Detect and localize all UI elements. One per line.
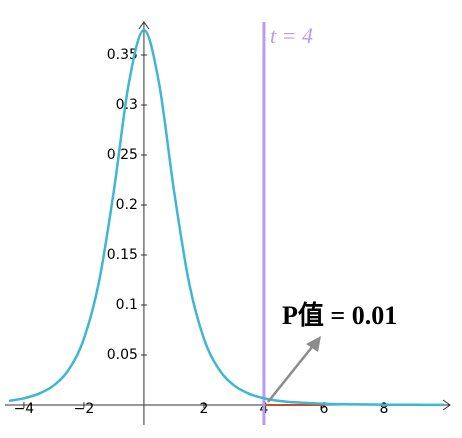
x-axis-arrow [442,399,451,411]
x-tick-label: 6 [320,401,329,417]
annotation-arrow [266,341,317,403]
x-tick-label: 2 [199,401,208,417]
y-tick-label: 0.2 [116,197,138,213]
y-tick-label: 0.35 [107,47,138,63]
y-tick-label: 0.3 [116,97,138,113]
y-tick-label: 0.1 [116,297,138,313]
y-tick-label: 0.25 [107,147,138,163]
y-axis-arrow [138,21,150,30]
y-tick-label: 0.05 [107,347,138,363]
x-tick-label: −4 [14,401,35,417]
x-tick-label: 8 [380,401,389,417]
p-value-label: P值 = 0.01 [282,301,397,330]
y-tick-label: 0.15 [107,247,138,263]
annotation-arrowhead [306,336,321,352]
x-tick-label: −2 [74,401,95,417]
density-curve [8,28,445,407]
critical-label: t = 4 [270,23,313,48]
